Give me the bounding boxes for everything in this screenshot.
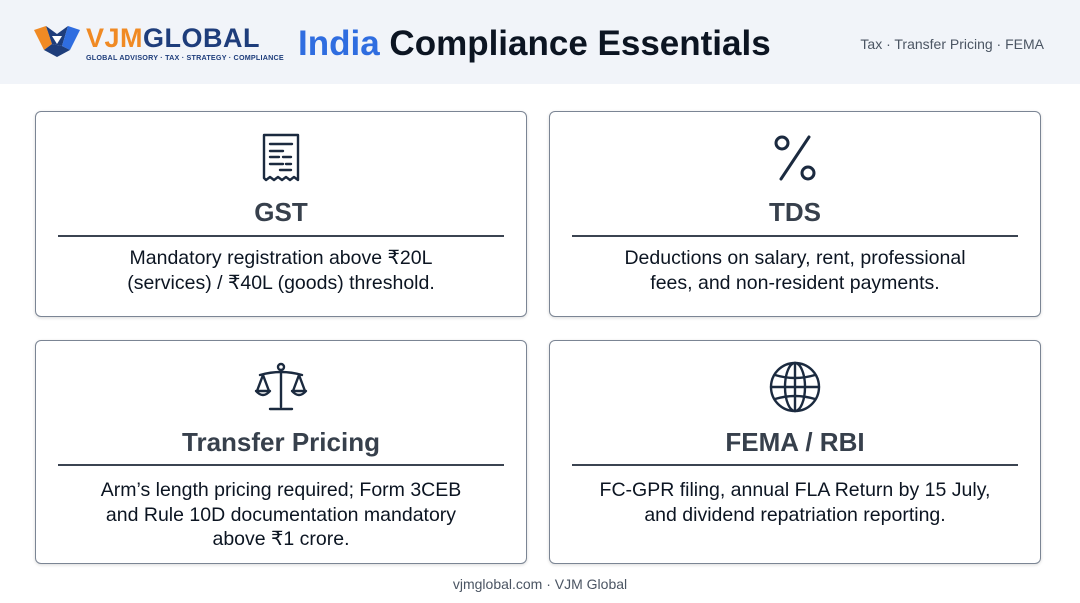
percent-icon bbox=[767, 130, 823, 186]
header-tagline: Tax · Transfer Pricing · FEMA bbox=[860, 36, 1044, 52]
globe-icon bbox=[767, 359, 823, 415]
card-title: Transfer Pricing bbox=[182, 427, 380, 457]
card-tds: TDS Deductions on salary, rent, professi… bbox=[549, 111, 1041, 317]
page-title-rest: Compliance Essentials bbox=[379, 24, 771, 63]
card-description-line: (services) / ₹40L (goods) threshold. bbox=[127, 271, 435, 294]
card-title: TDS bbox=[769, 197, 821, 227]
card-divider bbox=[572, 235, 1018, 237]
card-description-line: Deductions on salary, rent, professional bbox=[624, 247, 966, 269]
card-description: Arm’s length pricing required; Form 3CEB… bbox=[56, 478, 506, 552]
logo-word-global: GLOBAL bbox=[143, 23, 261, 53]
scales-icon bbox=[253, 359, 309, 415]
card-description-line: and Rule 10D documentation mandatory bbox=[105, 503, 457, 526]
logo-word-vjm: VJM bbox=[86, 23, 144, 53]
logo-wordmark: VJMGLOBAL bbox=[86, 22, 260, 54]
card-divider bbox=[572, 464, 1018, 466]
card-transfer-pricing: Transfer Pricing Arm’s length pricing re… bbox=[35, 340, 527, 564]
vjm-global-logo[interactable]: VJMGLOBAL GLOBAL ADVISORY · TAX · STRATE… bbox=[34, 22, 284, 66]
card-title: GST bbox=[254, 197, 308, 227]
logo-mark-icon bbox=[34, 26, 80, 57]
page-title-accent: India bbox=[298, 24, 380, 63]
card-description-line: Mandatory registration above ₹20L bbox=[129, 247, 433, 269]
card-fema-rbi: FEMA / RBI FC-GPR filing, annual FLA Ret… bbox=[549, 340, 1041, 564]
footer-credit: vjmglobal.com · VJM Global bbox=[452, 576, 628, 592]
page-title: India Compliance Essentials bbox=[298, 22, 771, 66]
card-description: FC-GPR filing, annual FLA Return by 15 J… bbox=[570, 478, 1020, 527]
logo-tagline: GLOBAL ADVISORY · TAX · STRATEGY · COMPL… bbox=[86, 53, 284, 62]
card-title: FEMA / RBI bbox=[725, 427, 865, 457]
card-description-line: FC-GPR filing, annual FLA Return by 15 J… bbox=[599, 479, 991, 501]
card-divider bbox=[58, 235, 504, 237]
header-band: VJMGLOBAL GLOBAL ADVISORY · TAX · STRATE… bbox=[0, 0, 1080, 84]
card-description-line: above ₹1 crore. bbox=[212, 528, 350, 550]
card-description: Deductions on salary, rent, professional… bbox=[570, 246, 1020, 295]
card-gst: GST Mandatory registration above ₹20L (se… bbox=[35, 111, 527, 317]
card-divider bbox=[58, 464, 504, 466]
card-description-line: fees, and non-resident payments. bbox=[650, 271, 940, 294]
card-description-line: Arm’s length pricing required; Form 3CEB bbox=[100, 479, 462, 501]
receipt-icon bbox=[253, 130, 309, 186]
card-description: Mandatory registration above ₹20L (servic… bbox=[56, 246, 506, 295]
card-description-line: and dividend repatriation reporting. bbox=[644, 503, 946, 526]
